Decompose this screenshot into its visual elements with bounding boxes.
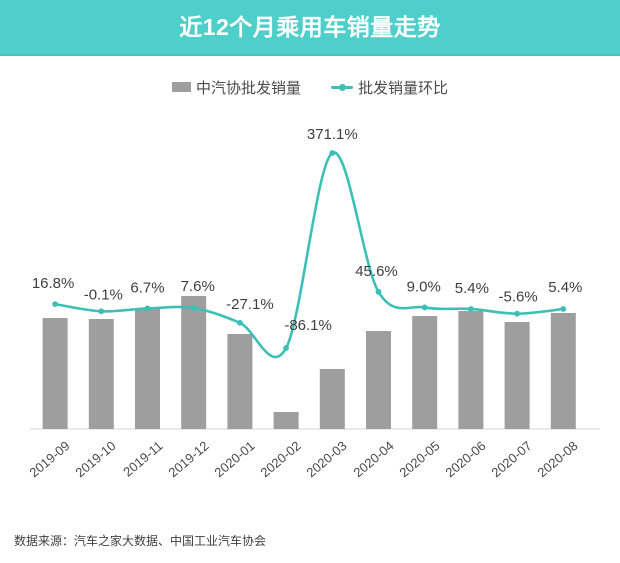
line-point-2020-08[interactable] (560, 306, 567, 312)
line-point-2020-06[interactable] (468, 306, 474, 312)
x-tick-2019-09: 2019-09 (26, 438, 73, 481)
line-point-2020-02[interactable] (283, 345, 289, 351)
line-point-2020-04[interactable] (375, 288, 382, 295)
line-point-2020-07[interactable] (514, 310, 520, 317)
x-tick-2020-02: 2020-02 (257, 438, 304, 481)
bar-2019-10[interactable] (88, 319, 114, 429)
bar-2019-09[interactable] (42, 318, 68, 429)
chart-plot-area: 16.8% -0.1% 6.7% 7.6% -27.1% -86.1% 371.1% 45.6… (0, 105, 620, 445)
source-note: 数据来源：汽车之家大数据、中国工业汽车协会 (14, 534, 267, 548)
value-label-2020-01: -27.1% (226, 296, 274, 313)
x-tick-2020-05: 2020-05 (396, 438, 443, 481)
line-swatch-icon (331, 82, 353, 93)
bar-2020-06[interactable] (458, 311, 484, 429)
bar-2020-02[interactable] (273, 412, 299, 429)
bar-series-group (42, 296, 576, 429)
line-point-2019-10[interactable] (98, 308, 105, 315)
line-point-2019-09[interactable] (52, 301, 58, 308)
bar-2020-04[interactable] (366, 331, 391, 429)
value-label-2020-02: -86.1% (284, 317, 332, 334)
x-tick-2020-06: 2020-06 (442, 438, 489, 481)
combo-chart-svg: 16.8% -0.1% 6.7% 7.6% -27.1% -86.1% 371.1% 45.6… (30, 126, 600, 430)
legend-item-label: 批发销量环比 (358, 79, 449, 97)
bar-swatch-icon (171, 82, 191, 92)
value-label-2019-11: 6.7% (130, 279, 164, 296)
bar-2019-12[interactable] (181, 296, 207, 429)
value-label-2019-10: -0.1% (84, 286, 123, 303)
legend-item-line-series[interactable]: 批发销量环比 (331, 77, 448, 98)
value-label-2020-05: 9.0% (407, 278, 441, 295)
x-tick-2019-10: 2019-10 (72, 438, 119, 481)
chart-legend: 中汽协批发销量 批发销量环比 (0, 74, 620, 100)
x-tick-2020-01: 2020-01 (211, 438, 258, 481)
value-label-2020-04: 45.6% (355, 263, 398, 280)
value-label-2019-12: 7.6% (181, 278, 215, 295)
bar-2019-11[interactable] (135, 308, 160, 429)
line-point-2020-01[interactable] (237, 319, 243, 326)
value-label-2020-07: -5.6% (499, 289, 538, 306)
bar-2020-07[interactable] (504, 322, 530, 429)
bar-2020-03[interactable] (319, 369, 345, 429)
line-point-2020-05[interactable] (421, 304, 428, 311)
bar-2020-05[interactable] (412, 316, 438, 429)
x-tick-2020-04: 2020-04 (349, 438, 397, 481)
value-label-2020-08: 5.4% (548, 279, 582, 296)
value-label-2019-09: 16.8% (32, 275, 75, 292)
legend-item-bar-series[interactable]: 中汽协批发销量 (171, 77, 301, 98)
x-tick-2019-12: 2019-12 (165, 438, 212, 481)
header-bar: 近12个月乘用车销量走势 (0, 0, 620, 56)
legend-item-label: 中汽协批发销量 (195, 79, 301, 97)
x-tick-2020-08: 2020-08 (534, 438, 581, 481)
line-marker-group (52, 150, 567, 351)
x-tick-2020-03: 2020-03 (303, 438, 350, 481)
bar-2020-08[interactable] (550, 313, 576, 429)
value-label-2020-03: 371.1% (307, 126, 358, 143)
x-axis-tick-labels: 2019-09 2019-10 2019-11 2019-12 2020-01 2020-… (0, 430, 620, 510)
line-point-2019-12[interactable] (190, 305, 197, 311)
x-tick-2019-11: 2019-11 (119, 438, 166, 480)
line-point-2019-11[interactable] (144, 305, 151, 312)
line-value-label-group: 16.8% -0.1% 6.7% 7.6% -27.1% -86.1% 371.1% 45.6… (32, 126, 583, 334)
x-tick-2020-07: 2020-07 (488, 438, 535, 481)
page-title: 近12个月乘用车销量走势 (179, 14, 441, 40)
value-label-2020-06: 5.4% (455, 280, 489, 297)
line-point-2020-03[interactable] (329, 150, 336, 156)
bar-2020-01[interactable] (227, 334, 253, 429)
